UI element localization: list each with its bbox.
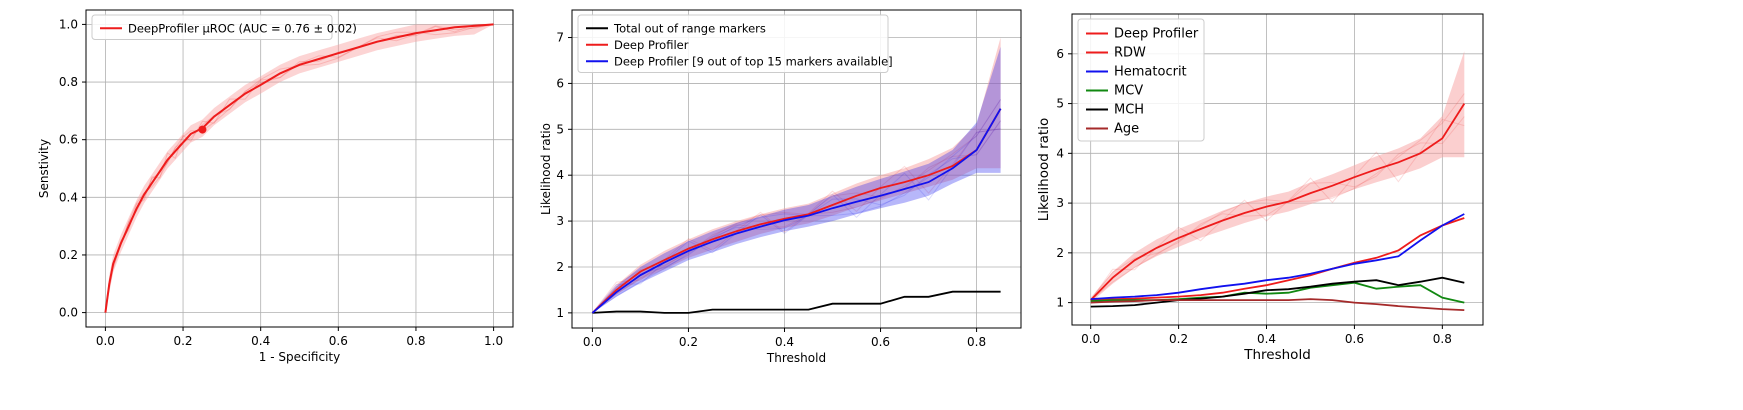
x-tick-label: 0.2 [173,334,192,348]
chart-3: 0.0 0.2 0.4 0.6 0.8 1 2 3 4 5 6 Threshold Likelihood… [1036,13,1484,363]
confidence-band [592,46,1001,313]
y-tick-label: 0.2 [59,248,78,262]
y-tick-label: 4 [1056,146,1064,160]
x-tick-label: 0.4 [1257,332,1276,346]
run-curve [592,128,1001,314]
y-tick-label: 3 [556,214,564,228]
run-curve [1090,116,1465,301]
y-axis-label: Likelihood ratio [1036,118,1052,221]
series-line-1 [1090,217,1465,301]
ticks: 0.0 0.2 0.4 0.6 0.8 1 2 3 4 5 6 [1056,47,1452,346]
y-tick-label: 3 [1056,196,1064,210]
x-tick-label: 0.4 [775,335,794,349]
x-tick-label: 0.0 [583,335,602,349]
legend-box [1077,18,1205,142]
legend-entry: Deep Profiler [1114,27,1199,42]
legend-entry: MCH [1114,103,1144,118]
legend-box [91,14,333,40]
y-tick-label: 1 [1056,296,1064,310]
confidence-band [1090,51,1465,303]
legend-entry: Deep Profiler [9 out of top 15 markers a… [614,54,893,68]
x-tick-label: 0.6 [1345,332,1364,346]
legend-entry: Deep Profiler [614,38,689,52]
confidence-band [592,37,1001,313]
legend-entry: MCV [1114,84,1143,99]
x-tick-label: 0.0 [96,334,115,348]
y-tick-label: 0.6 [59,133,78,147]
legend: Total out of range markers Deep Profiler D… [577,14,893,73]
x-tick-label: 0.6 [329,334,348,348]
series-line-1 [591,108,1002,314]
legend: Deep Profiler RDW Hematocrit MCV MCH Age [1077,18,1205,142]
y-axis-label: Likelihood ratio [539,123,553,215]
series-line-roc [104,23,494,313]
legend: DeepProfiler μROC (AUC = 0.76 ± 0.02) [91,14,357,40]
axes-frame [85,9,514,328]
series-line-4 [1090,276,1465,308]
plot-area [104,23,494,313]
x-tick-label: 0.8 [967,335,986,349]
plot-area [1090,51,1466,311]
x-tick-label: 0.0 [1081,332,1100,346]
legend-entry: RDW [1114,46,1146,61]
chart-2: 0.0 0.2 0.4 0.6 0.8 1 2 3 4 5 6 7 Threshold Likelihoo… [539,9,1022,365]
run-curve [592,120,1002,314]
x-axis-label: 1 - Specificity [259,350,340,364]
y-tick-label: 1.0 [59,17,78,31]
y-tick-label: 0.8 [59,75,78,89]
run-curve [592,128,1001,314]
y-tick-label: 7 [556,31,564,45]
x-axis-label: Threshold [1243,347,1311,363]
x-axis-label: Threshold [766,351,826,365]
plot-area [591,37,1002,314]
x-tick-label: 0.8 [1433,332,1452,346]
series-line-5 [1090,298,1465,311]
x-tick-label: 0.6 [871,335,890,349]
y-tick-label: 4 [556,168,564,182]
legend-entry: Age [1114,122,1139,137]
run-curve [1090,93,1465,301]
run-curve [1090,118,1465,301]
run-curve [592,99,1002,314]
axes-frame [1071,13,1484,326]
x-tick-label: 1.0 [484,334,503,348]
series-line-2 [591,108,1002,314]
x-tick-label: 0.8 [406,334,425,348]
run-curve [592,120,1002,314]
series-line-2 [1090,213,1465,300]
legend-entry: DeepProfiler μROC (AUC = 0.76 ± 0.02) [128,21,357,35]
y-tick-label: 2 [1056,246,1064,260]
ticks: 0.0 0.2 0.4 0.6 0.8 1 2 3 4 5 6 7 [556,31,986,349]
operating-point-marker [198,125,207,134]
y-tick-label: 6 [556,76,564,90]
legend-entry: Total out of range markers [613,21,766,35]
series-line-0 [592,290,1001,314]
y-tick-label: 6 [1056,47,1064,61]
chart-1: 0.0 0.2 0.4 0.6 0.8 1.0 0.0 0.2 0.4 0.6 0.8 1.0 1 - … [37,9,514,364]
x-tick-label: 0.2 [679,335,698,349]
y-tick-label: 5 [556,122,564,136]
axes-frame [571,9,1022,329]
series-line-0 [1090,103,1466,301]
legend-entry: Hematocrit [1114,65,1187,80]
y-tick-label: 1 [556,306,564,320]
y-tick-label: 0.4 [59,190,78,204]
fold-curve [104,23,494,313]
x-tick-label: 0.4 [251,334,270,348]
ticks: 0.0 0.2 0.4 0.6 0.8 1.0 0.0 0.2 0.4 0.6 0.8 1.0 [59,17,503,348]
legend-box [577,14,889,73]
y-tick-label: 2 [556,260,564,274]
y-tick-label: 5 [1056,97,1064,111]
y-tick-label: 0.0 [59,306,78,320]
x-tick-label: 0.2 [1169,332,1188,346]
y-axis-label: Senstivity [37,139,51,198]
